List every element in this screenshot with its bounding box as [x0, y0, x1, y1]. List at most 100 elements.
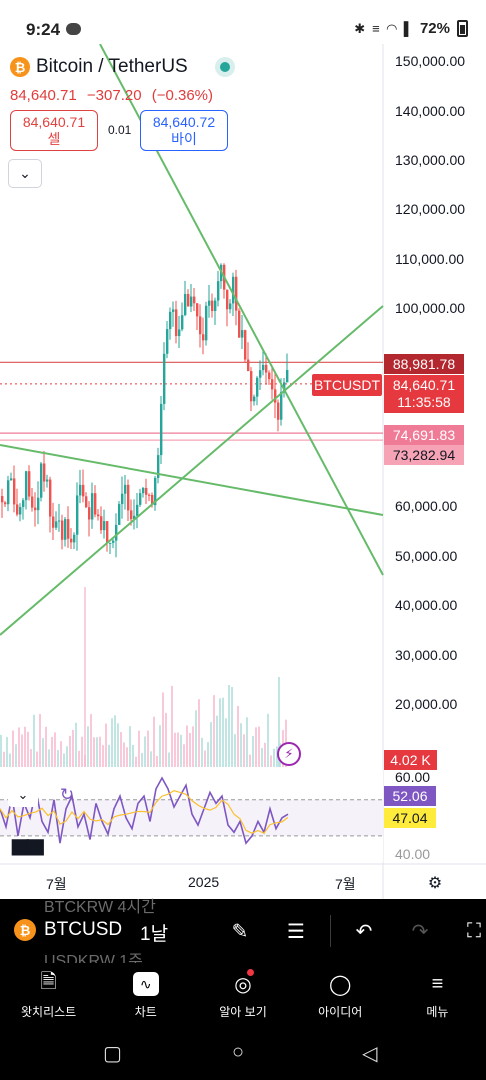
horizontal-line-price-tag[interactable]: 88,981.78: [384, 354, 464, 374]
volume-bar: [219, 698, 221, 767]
candle-body: [238, 310, 241, 338]
volume-bar: [195, 710, 197, 767]
signal-icon: ▌: [403, 21, 413, 36]
candle-body: [190, 296, 193, 307]
symbol-name[interactable]: Bitcoin / TetherUS: [36, 56, 188, 77]
toolbar-symbol: BTCUSD: [44, 919, 123, 940]
home-icon[interactable]: ○: [232, 1041, 245, 1063]
symbol-selector[interactable]: ₿ BTCUSD: [14, 919, 122, 941]
chart-area[interactable]: [0, 44, 486, 899]
price-axis-label: 60,000.00: [395, 498, 458, 514]
nav-ideas[interactable]: ◯ 아이디어: [292, 963, 389, 1023]
candle-body: [64, 519, 67, 540]
collapse-legend-button[interactable]: ⌄: [8, 159, 42, 188]
nav-menu[interactable]: ≡ 메뉴: [389, 963, 486, 1023]
sync-icon[interactable]: ↻: [59, 785, 75, 804]
tradingview-logo-icon: ▅▅: [12, 830, 44, 855]
toolbar-divider: [330, 915, 331, 947]
volume-bar: [39, 713, 41, 767]
volume-bar: [210, 722, 212, 767]
candle-body: [40, 463, 43, 498]
rsi-line: [0, 776, 289, 845]
chart-icon: ∿: [132, 972, 159, 996]
volume-bar: [60, 741, 62, 767]
volume-bar: [72, 729, 74, 767]
bitcoin-logo-icon: ₿: [10, 57, 30, 77]
nav-watchlist[interactable]: 🗎 왓치리스트: [0, 963, 97, 1023]
lightning-icon[interactable]: ⚡: [277, 742, 301, 766]
volume-bar: [33, 714, 35, 767]
nav-label: 메뉴: [426, 1005, 449, 1019]
candle-body: [103, 521, 106, 531]
volume-bar: [81, 736, 83, 767]
recent-apps-icon[interactable]: ▢: [103, 1043, 122, 1065]
gear-icon[interactable]: ⚙: [427, 875, 443, 892]
candle-body: [241, 330, 244, 338]
candle-body: [79, 484, 82, 496]
menu-icon: ≡: [431, 972, 444, 995]
battery-icon: [457, 20, 468, 37]
redo-icon[interactable]: ↷: [411, 920, 429, 943]
price-axis-label: 100,000.00: [395, 300, 466, 316]
sell-button[interactable]: 84,640.71 셀: [10, 110, 98, 151]
volume-bar: [216, 715, 218, 767]
nav-chart[interactable]: ∿ 차트: [97, 963, 194, 1023]
volume-bar: [93, 737, 95, 767]
volume-bar: [66, 746, 68, 767]
volume-bar: [198, 699, 200, 767]
volume-bar: [255, 727, 257, 767]
horizontal-line-price-tag[interactable]: 73,282.94: [384, 445, 464, 465]
indicators-sliders-icon[interactable]: ☰: [287, 920, 305, 943]
volume-bar: [183, 744, 185, 767]
symbol-header[interactable]: ₿ Bitcoin / TetherUS: [10, 56, 230, 78]
volume-bar: [138, 730, 140, 767]
volume-bar: [273, 748, 275, 767]
candle-body: [145, 487, 148, 495]
candle-body: [202, 334, 205, 341]
volume-bar: [132, 744, 134, 767]
volume-bar: [96, 737, 98, 767]
candle-body: [196, 303, 199, 317]
rsi-ma-line: [0, 790, 289, 834]
chart-toolbar: BTCKRW 4시간 USDKRW 1주 ₿ BTCUSD 1날 ✎ ☰ ↶ ↷…: [0, 899, 486, 970]
candle-body: [88, 507, 91, 520]
interval-selector[interactable]: 1날: [140, 924, 169, 945]
volte-icon: ≡: [372, 21, 380, 36]
candle-body: [139, 493, 142, 505]
back-icon[interactable]: ◁: [362, 1043, 378, 1065]
candle-body: [259, 370, 262, 378]
volume-bar: [84, 587, 86, 767]
candle-body: [31, 496, 34, 508]
buy-price: 84,640.72: [152, 114, 216, 130]
buy-label: 바이: [171, 131, 197, 147]
horizontal-line-price-tag[interactable]: 74,691.83: [384, 425, 464, 445]
status-time: 9:24: [26, 20, 61, 39]
sell-label: 셀: [47, 131, 61, 147]
time-axis-label: 7월: [335, 876, 356, 892]
buy-button[interactable]: 84,640.72 바이: [140, 110, 228, 151]
volume-bar: [246, 717, 248, 767]
nav-explore[interactable]: ◎ 알아 보기: [194, 963, 291, 1023]
candle-body: [85, 496, 88, 508]
drawing-pen-icon[interactable]: ✎: [231, 920, 249, 943]
market-open-indicator: [219, 62, 230, 72]
candle-body: [226, 289, 229, 310]
rsi-value-tag: 52.06: [384, 786, 436, 806]
candle-body: [178, 329, 181, 337]
candle-body: [283, 382, 286, 393]
undo-icon[interactable]: ↶: [355, 920, 373, 943]
sell-price: 84,640.71: [22, 114, 86, 130]
volume-bar: [114, 715, 116, 767]
rsi-collapse-button[interactable]: ⌄: [8, 783, 38, 807]
candle-body: [148, 494, 151, 496]
candle-body: [256, 377, 259, 397]
volume-bar: [258, 726, 260, 767]
chart-canvas[interactable]: [0, 44, 486, 899]
volume-bar: [18, 727, 20, 767]
volume-bar: [78, 750, 80, 767]
candle-body: [118, 504, 121, 525]
candle-body: [235, 276, 238, 311]
nav-label: 왓치리스트: [21, 1005, 77, 1019]
candle-body: [184, 294, 187, 316]
fullscreen-icon[interactable]: ⛶: [467, 919, 481, 942]
